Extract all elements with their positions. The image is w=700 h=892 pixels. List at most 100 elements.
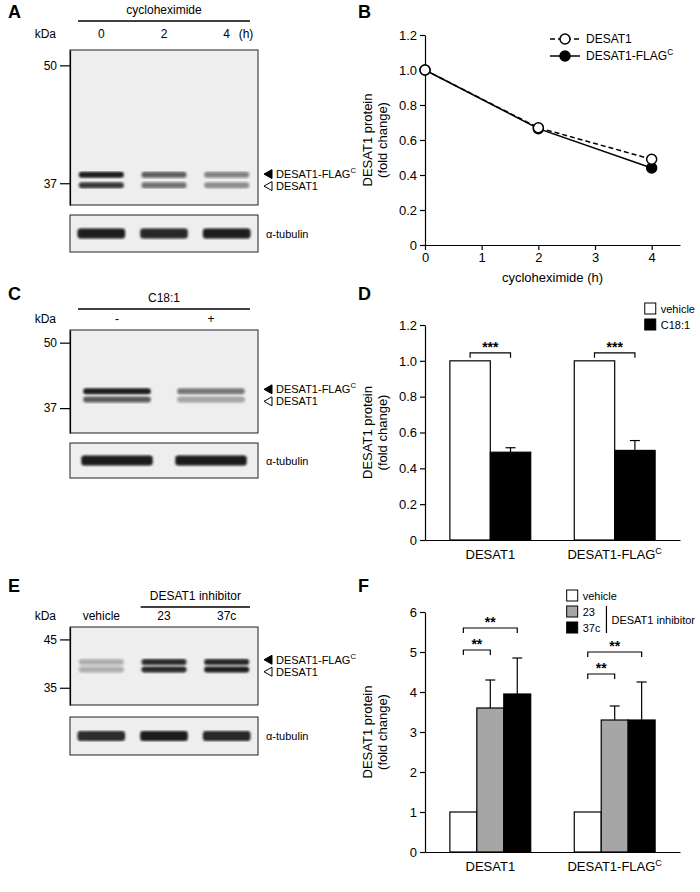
- error-bar: [490, 680, 491, 708]
- tick: 1: [410, 805, 425, 820]
- bar: [450, 812, 477, 852]
- tick-mark: [420, 812, 425, 813]
- band: [83, 388, 151, 394]
- bar: [574, 812, 601, 852]
- band: [204, 659, 249, 665]
- lane-title-rule: [78, 20, 250, 22]
- tick: 2: [535, 245, 542, 265]
- lane-title-rule: [141, 606, 250, 608]
- superscript: C: [350, 166, 356, 175]
- tick-mark: [60, 408, 70, 409]
- legend-swatch: [567, 590, 578, 601]
- series-line: [425, 70, 652, 159]
- loading-band: [81, 456, 152, 466]
- bar: [450, 361, 490, 540]
- y-axis-title-line: DESAT1 protein: [360, 386, 375, 479]
- error-bar: [614, 706, 615, 720]
- tick-label: 3: [410, 725, 417, 740]
- loading-frame: [70, 717, 258, 755]
- tick: 0.6: [399, 425, 425, 440]
- tick: 0: [410, 533, 425, 548]
- superscript: C: [350, 381, 356, 390]
- tick: 1: [479, 245, 486, 265]
- tick-label: DESAT1: [466, 859, 516, 874]
- tick: 5: [410, 645, 425, 660]
- legend: vehicleC18:1: [645, 303, 695, 331]
- tick-label: 0: [410, 533, 417, 548]
- band-label: DESAT1-FLAGC: [276, 652, 356, 666]
- band-label: DESAT1-FLAGC: [276, 381, 356, 395]
- tick-mark: [60, 65, 70, 66]
- error-bar: [510, 448, 511, 452]
- tick-label: 37: [44, 177, 58, 191]
- error-cap: [637, 681, 647, 682]
- y-axis-title-line: (fold change): [375, 694, 390, 770]
- lane-label: 0: [98, 27, 105, 41]
- superscript: C: [655, 858, 662, 868]
- tick: 1.2: [399, 28, 425, 43]
- tick: 0: [422, 245, 429, 265]
- legend-label: 37c: [583, 622, 601, 634]
- tick: DESAT1-FLAGC: [567, 852, 662, 874]
- tick: 0.8: [399, 98, 425, 113]
- blot-frame: [70, 330, 258, 433]
- legend: DESAT1DESAT1-FLAGC: [550, 32, 673, 63]
- tick: 0.4: [399, 461, 425, 476]
- bands: [79, 659, 249, 672]
- error-bar: [634, 441, 635, 451]
- tick: 0.6: [399, 133, 425, 148]
- x-axis: DESAT1 DESAT1-FLAGC: [426, 852, 681, 874]
- tick-label: DESAT1-FLAGC: [567, 546, 662, 562]
- error-cap: [610, 705, 620, 706]
- tick-mark: [420, 732, 425, 733]
- y-axis-line: [70, 628, 71, 706]
- text-part: DESAT1-FLAG: [586, 49, 667, 63]
- y-axis-title: kDa: [35, 27, 57, 41]
- loading-label: α-tubulin: [266, 228, 308, 240]
- bar: [574, 361, 614, 540]
- tick: 2: [410, 765, 425, 780]
- error-cap: [512, 657, 522, 658]
- tick-label: 0: [410, 238, 417, 253]
- tick-label: 1.0: [399, 63, 417, 78]
- bands: [79, 172, 249, 188]
- bands: [83, 388, 245, 402]
- tick-mark: [420, 772, 425, 773]
- y-axis: 0 0.2 0.4 0.6 0.8 1.0 1.2: [399, 28, 426, 253]
- x-axis-title: cycloheximide (h): [502, 270, 603, 285]
- loading-band: [78, 731, 126, 741]
- tick: 37: [44, 401, 70, 415]
- bar: [504, 694, 531, 852]
- tick-label: 50: [44, 59, 58, 73]
- tick: DESAT1: [466, 540, 516, 562]
- tick-label: 0.4: [399, 168, 417, 183]
- y-axis: 4535: [44, 628, 71, 706]
- error-bar: [517, 658, 518, 694]
- tick-label: 0.6: [399, 425, 417, 440]
- tick-label: DESAT1-FLAGC: [567, 858, 662, 874]
- y-axis: 50 37: [44, 51, 71, 206]
- series-line: [425, 70, 652, 168]
- y-axis: 00.20.40.60.81.01.2: [399, 318, 426, 548]
- superscript: C: [667, 47, 673, 57]
- tick-label: 0.8: [399, 389, 417, 404]
- band-marker: [264, 397, 272, 406]
- band: [83, 396, 151, 402]
- text-part: DESAT1-FLAG: [276, 654, 350, 666]
- text-part: DESAT1-FLAG: [276, 168, 350, 180]
- tick-label: 1.0: [399, 353, 417, 368]
- tick-mark: [420, 692, 425, 693]
- band-marker: [264, 667, 272, 676]
- tick-mark: [420, 468, 425, 469]
- tick: 0.2: [399, 203, 425, 218]
- y-axis-title: DESAT1 protein(fold change): [360, 686, 390, 779]
- tick-mark: [420, 852, 425, 853]
- significance-label: ***: [607, 339, 624, 355]
- tick-label: 35: [44, 681, 58, 695]
- tick-label: 0: [410, 845, 417, 860]
- tick: 0.8: [399, 389, 425, 404]
- tick-mark: [420, 432, 425, 433]
- lane-title: DESAT1 inhibitor: [150, 589, 241, 603]
- error-cap: [485, 679, 495, 680]
- text-part: DESAT1-FLAG: [567, 859, 655, 874]
